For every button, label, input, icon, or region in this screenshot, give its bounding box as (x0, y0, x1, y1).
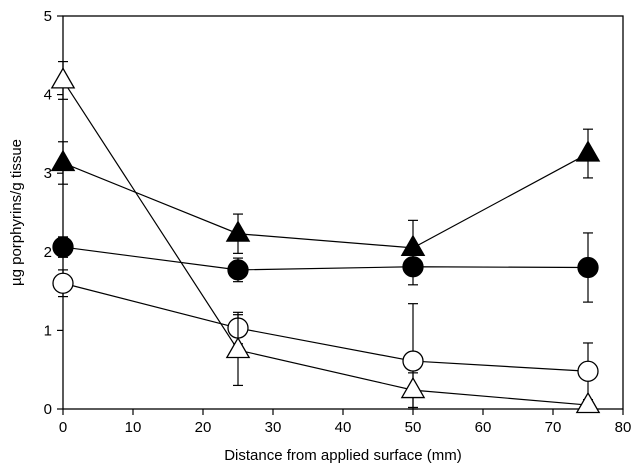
y-tick-label: 3 (44, 165, 52, 182)
data-point (225, 336, 251, 359)
data-point (400, 376, 426, 399)
data-point (50, 149, 76, 172)
data-point (225, 220, 251, 242)
series-line (62, 282, 589, 372)
x-tick-label: 20 (195, 419, 212, 436)
data-point (577, 360, 599, 382)
data-point (52, 236, 74, 258)
axes: 0 10 20 30 40 50 60 70 80 0 1 2 3 4 5 (44, 8, 632, 436)
y-axis-title: µg porphyrins/g tissue (8, 139, 25, 286)
series-open-triangle (50, 60, 601, 414)
series-layer (50, 60, 601, 414)
x-tick-label: 80 (615, 419, 632, 436)
series-filled-triangle (50, 128, 601, 276)
x-axis-title: Distance from applied surface (mm) (224, 447, 462, 464)
series-filled-circle (52, 232, 599, 303)
x-tick-label: 0 (59, 419, 67, 436)
x-tick-label: 50 (405, 419, 422, 436)
series-open-circle (52, 269, 599, 410)
y-tick-label: 4 (44, 87, 52, 104)
plot-frame (62, 15, 624, 410)
series-line (62, 246, 589, 271)
data-point (402, 256, 424, 278)
x-tick-label: 60 (475, 419, 492, 436)
data-point (50, 67, 76, 89)
data-point (402, 350, 424, 372)
x-tick-label: 70 (545, 419, 562, 436)
y-tick-label: 5 (44, 8, 52, 25)
data-point (577, 256, 599, 279)
data-point (575, 140, 601, 162)
series-line (62, 80, 589, 406)
data-point (52, 272, 74, 294)
data-point (227, 259, 249, 281)
data-point (575, 391, 601, 414)
y-tick-label: 2 (44, 244, 52, 261)
x-tick-label: 40 (335, 419, 352, 436)
x-tick-label: 10 (125, 419, 142, 436)
y-tick-label: 1 (44, 322, 52, 339)
y-tick-label: 0 (44, 401, 52, 418)
x-tick-label: 30 (265, 419, 282, 436)
series-line (62, 153, 589, 249)
